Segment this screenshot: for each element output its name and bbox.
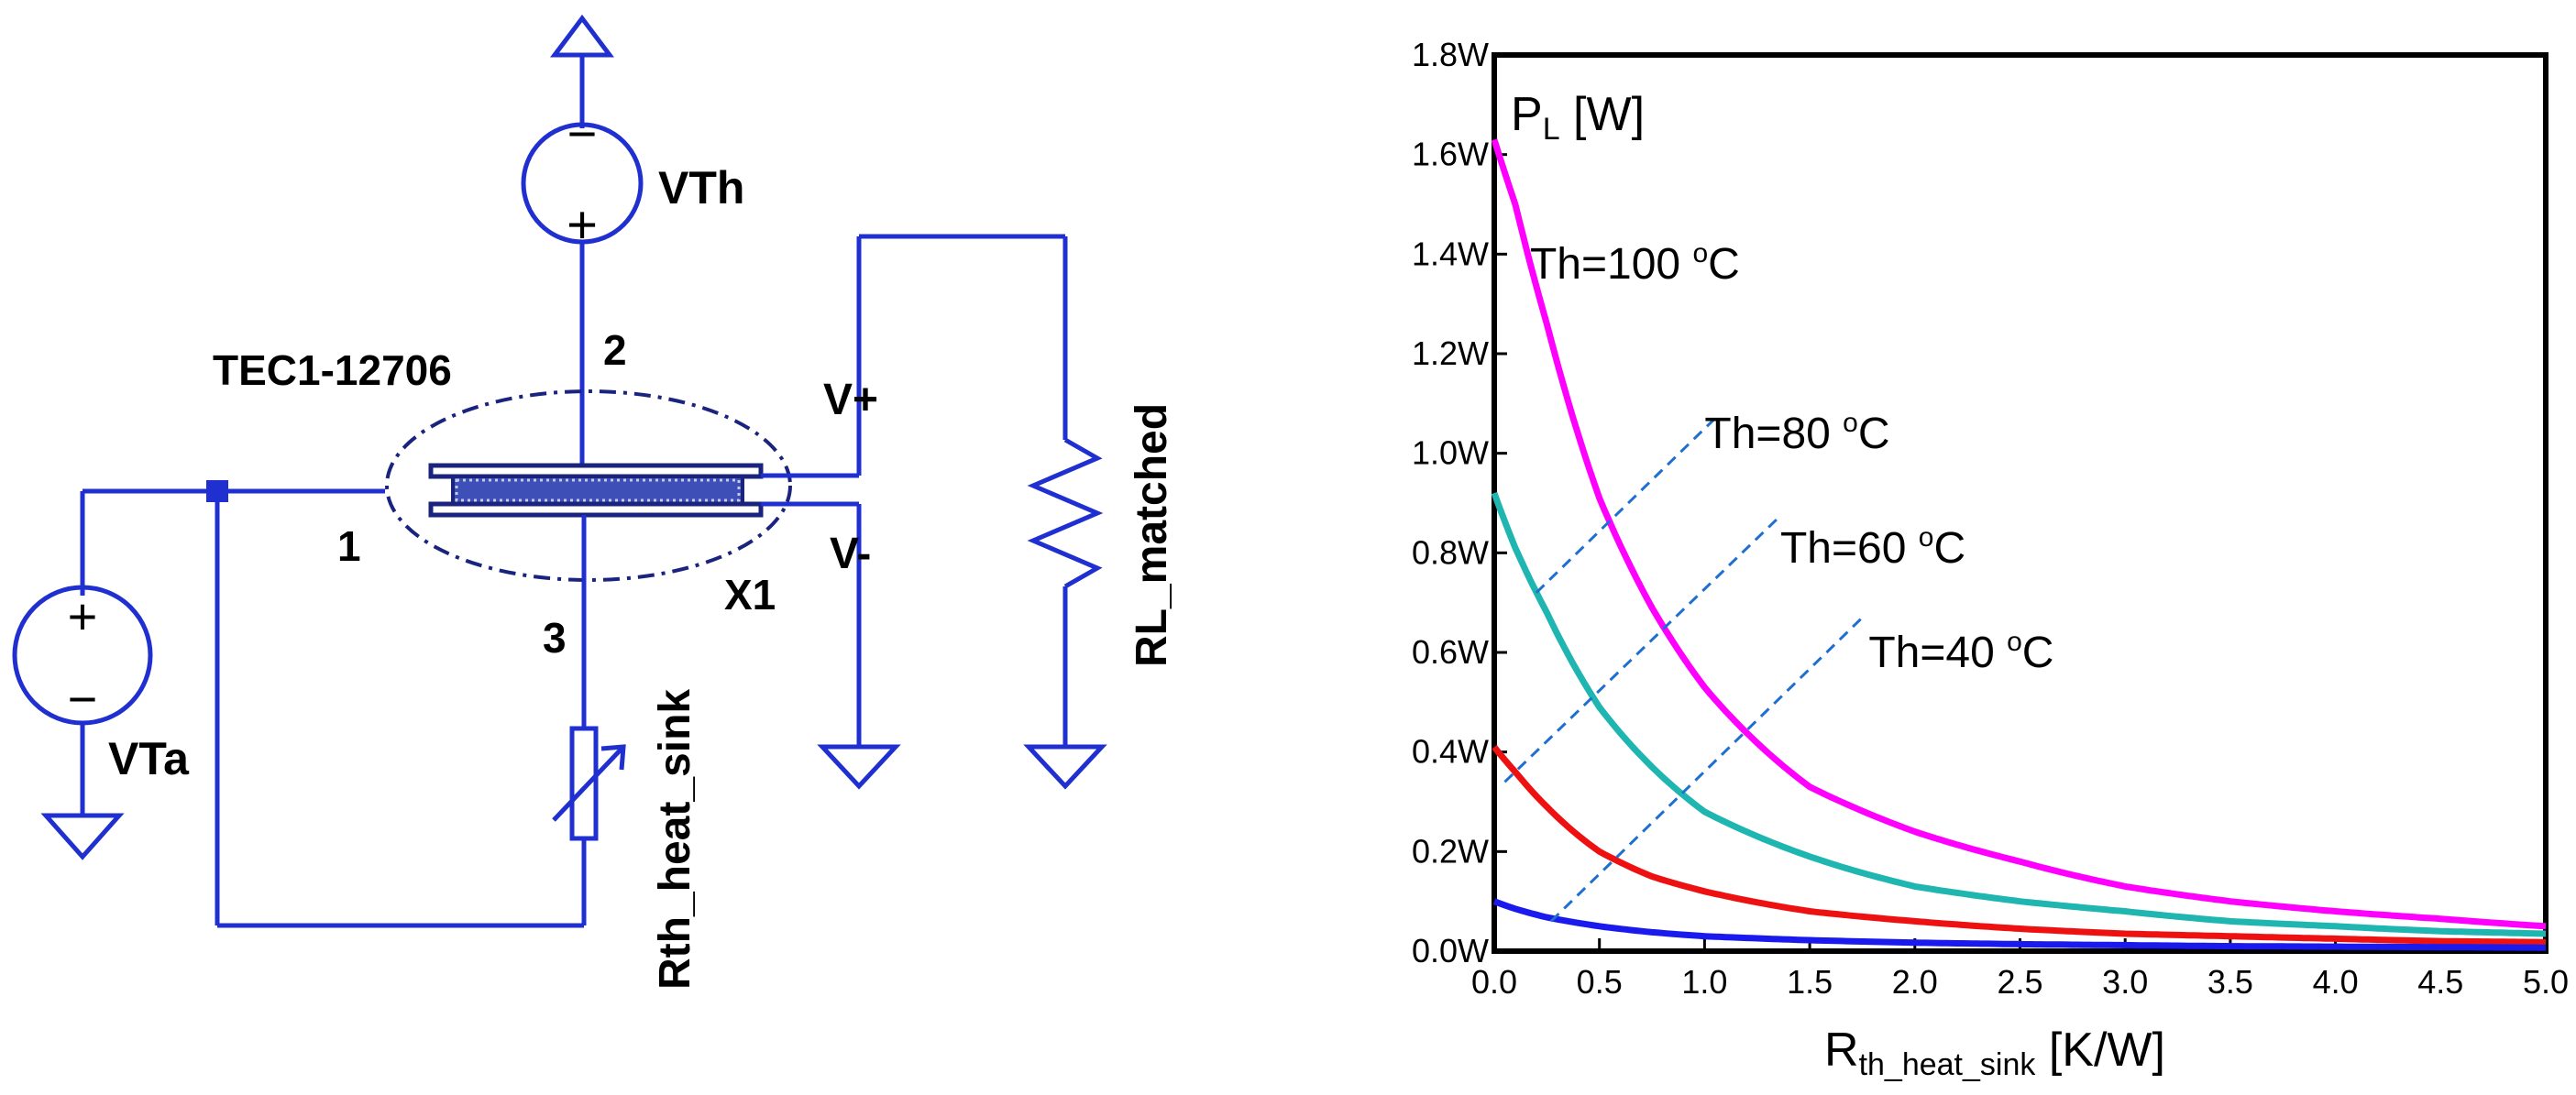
series-label-3: Th=40 oC xyxy=(1868,627,2053,677)
pin3-label: 3 xyxy=(543,614,567,662)
x-tick-label: 0.5 xyxy=(1577,963,1623,1001)
circuit-schematic: − + VTh TEC1-12706 X1 2 1 3 + − VTa Rth_… xyxy=(12,14,1176,990)
x-axis-title-unit: [K/W] xyxy=(2035,1024,2165,1077)
series-label-unit: C xyxy=(1708,240,1740,289)
y-tick-label: 1.4W xyxy=(1412,235,1489,272)
vta-ground-symbol xyxy=(40,813,125,860)
series-line-2 xyxy=(1492,745,2546,946)
x-tick-label: 1.0 xyxy=(1681,963,1727,1001)
y-axis-title-sub: L xyxy=(1543,112,1560,147)
y-axis-title-unit: [W] xyxy=(1560,88,1645,141)
rth-heat-sink-resistor xyxy=(569,726,599,841)
rth-arrow-head xyxy=(600,744,626,771)
tec-module-outline xyxy=(385,389,792,582)
leader-line xyxy=(1535,417,1716,594)
y-axis-title-main: P xyxy=(1511,88,1543,141)
x-axis-title: Rth_heat_sink [K/W] xyxy=(1824,1024,2165,1082)
leader-line xyxy=(1503,517,1779,783)
plot-frame xyxy=(1492,52,2548,954)
tec-bottom-plate xyxy=(428,501,764,518)
tec-element-dots xyxy=(455,478,741,502)
series-label-degree: o xyxy=(1692,238,1708,268)
annotation-leaders xyxy=(1503,417,1864,923)
rl-matched-resistor xyxy=(1027,437,1104,589)
x-tick-label: 1.5 xyxy=(1787,963,1833,1001)
rl-ground-symbol xyxy=(1023,744,1107,790)
series-lines xyxy=(1491,138,2547,951)
series-label-unit: C xyxy=(1933,524,1965,573)
series-label-degree: o xyxy=(1919,522,1934,553)
y-tick-label: 0.4W xyxy=(1412,733,1489,771)
y-tick-label: 0.6W xyxy=(1412,633,1489,671)
x-axis-title-sub: th_heat_sink xyxy=(1859,1047,2037,1082)
axis-ticks: 0.0W 0.2W 0.4W 0.6W 0.8W 1.0W 1.2W 1.4W 1.6W 1.8W… xyxy=(1412,36,2569,1001)
series-line-3 xyxy=(1492,898,2546,951)
series-line-0 xyxy=(1491,138,2547,930)
power-vs-rth-chart: 0.0W 0.2W 0.4W 0.6W 0.8W 1.0W 1.2W 1.4W 1.6W 1.8W… xyxy=(1412,36,2569,1082)
pin1-label: 1 xyxy=(337,522,361,570)
rl-matched-label: RL_matched xyxy=(1128,403,1176,667)
series-label-unit: C xyxy=(1858,410,1890,458)
x-tick-label: 3.5 xyxy=(2207,963,2253,1001)
series-label-main: Th=80 xyxy=(1704,410,1843,458)
x-tick-label: 5.0 xyxy=(2523,963,2569,1001)
series-label-main: Th=60 xyxy=(1780,524,1919,573)
y-tick-label: 1.8W xyxy=(1412,36,1489,73)
rth-variable-arrow xyxy=(552,745,625,822)
y-tick-label: 1.0W xyxy=(1412,434,1489,472)
x-tick-label: 2.5 xyxy=(1997,963,2042,1001)
y-tick-label: 0.8W xyxy=(1412,533,1489,571)
vta-plus-sign: + xyxy=(68,587,98,645)
x-tick-label: 0.0 xyxy=(1471,963,1517,1001)
vth-ground-symbol xyxy=(550,14,614,58)
vminus-label: V- xyxy=(830,530,871,578)
series-label-2: Th=60 oC xyxy=(1780,522,1965,573)
x-axis-title-main: R xyxy=(1824,1024,1859,1077)
vth-minus-sign: − xyxy=(567,104,598,162)
pin2-label: 2 xyxy=(603,326,627,374)
series-label-degree: o xyxy=(2007,627,2022,657)
y-tick-label: 0.2W xyxy=(1412,832,1489,870)
y-tick-label: 1.2W xyxy=(1412,334,1489,372)
vminus-ground-symbol xyxy=(817,744,901,790)
vta-minus-sign: − xyxy=(68,670,98,728)
series-label-main: Th=40 xyxy=(1868,629,2007,677)
x-tick-label: 4.0 xyxy=(2313,963,2359,1001)
series-line-1 xyxy=(1491,491,2547,937)
series-label-1: Th=80 oC xyxy=(1704,408,1889,458)
series-label-main: Th=100 xyxy=(1530,240,1692,289)
x-tick-label: 2.0 xyxy=(1892,963,1938,1001)
x-tick-label: 3.0 xyxy=(2102,963,2148,1001)
rth-heat-sink-label: Rth_heat_sink xyxy=(651,689,699,990)
vplus-label: V+ xyxy=(823,376,878,424)
x-tick-label: 4.5 xyxy=(2417,963,2463,1001)
vta-label: VTa xyxy=(108,733,190,784)
series-label-0: Th=100 oC xyxy=(1530,238,1740,289)
vth-label: VTh xyxy=(658,162,744,214)
y-axis-title: PL [W] xyxy=(1511,88,1645,147)
y-tick-label: 1.6W xyxy=(1412,136,1489,173)
series-label-unit: C xyxy=(2022,629,2054,677)
tec-module-label: TEC1-12706 xyxy=(213,346,452,394)
y-tick-label: 0.0W xyxy=(1412,932,1489,969)
series-label-degree: o xyxy=(1843,408,1858,438)
tec-instance-label: X1 xyxy=(724,571,776,619)
